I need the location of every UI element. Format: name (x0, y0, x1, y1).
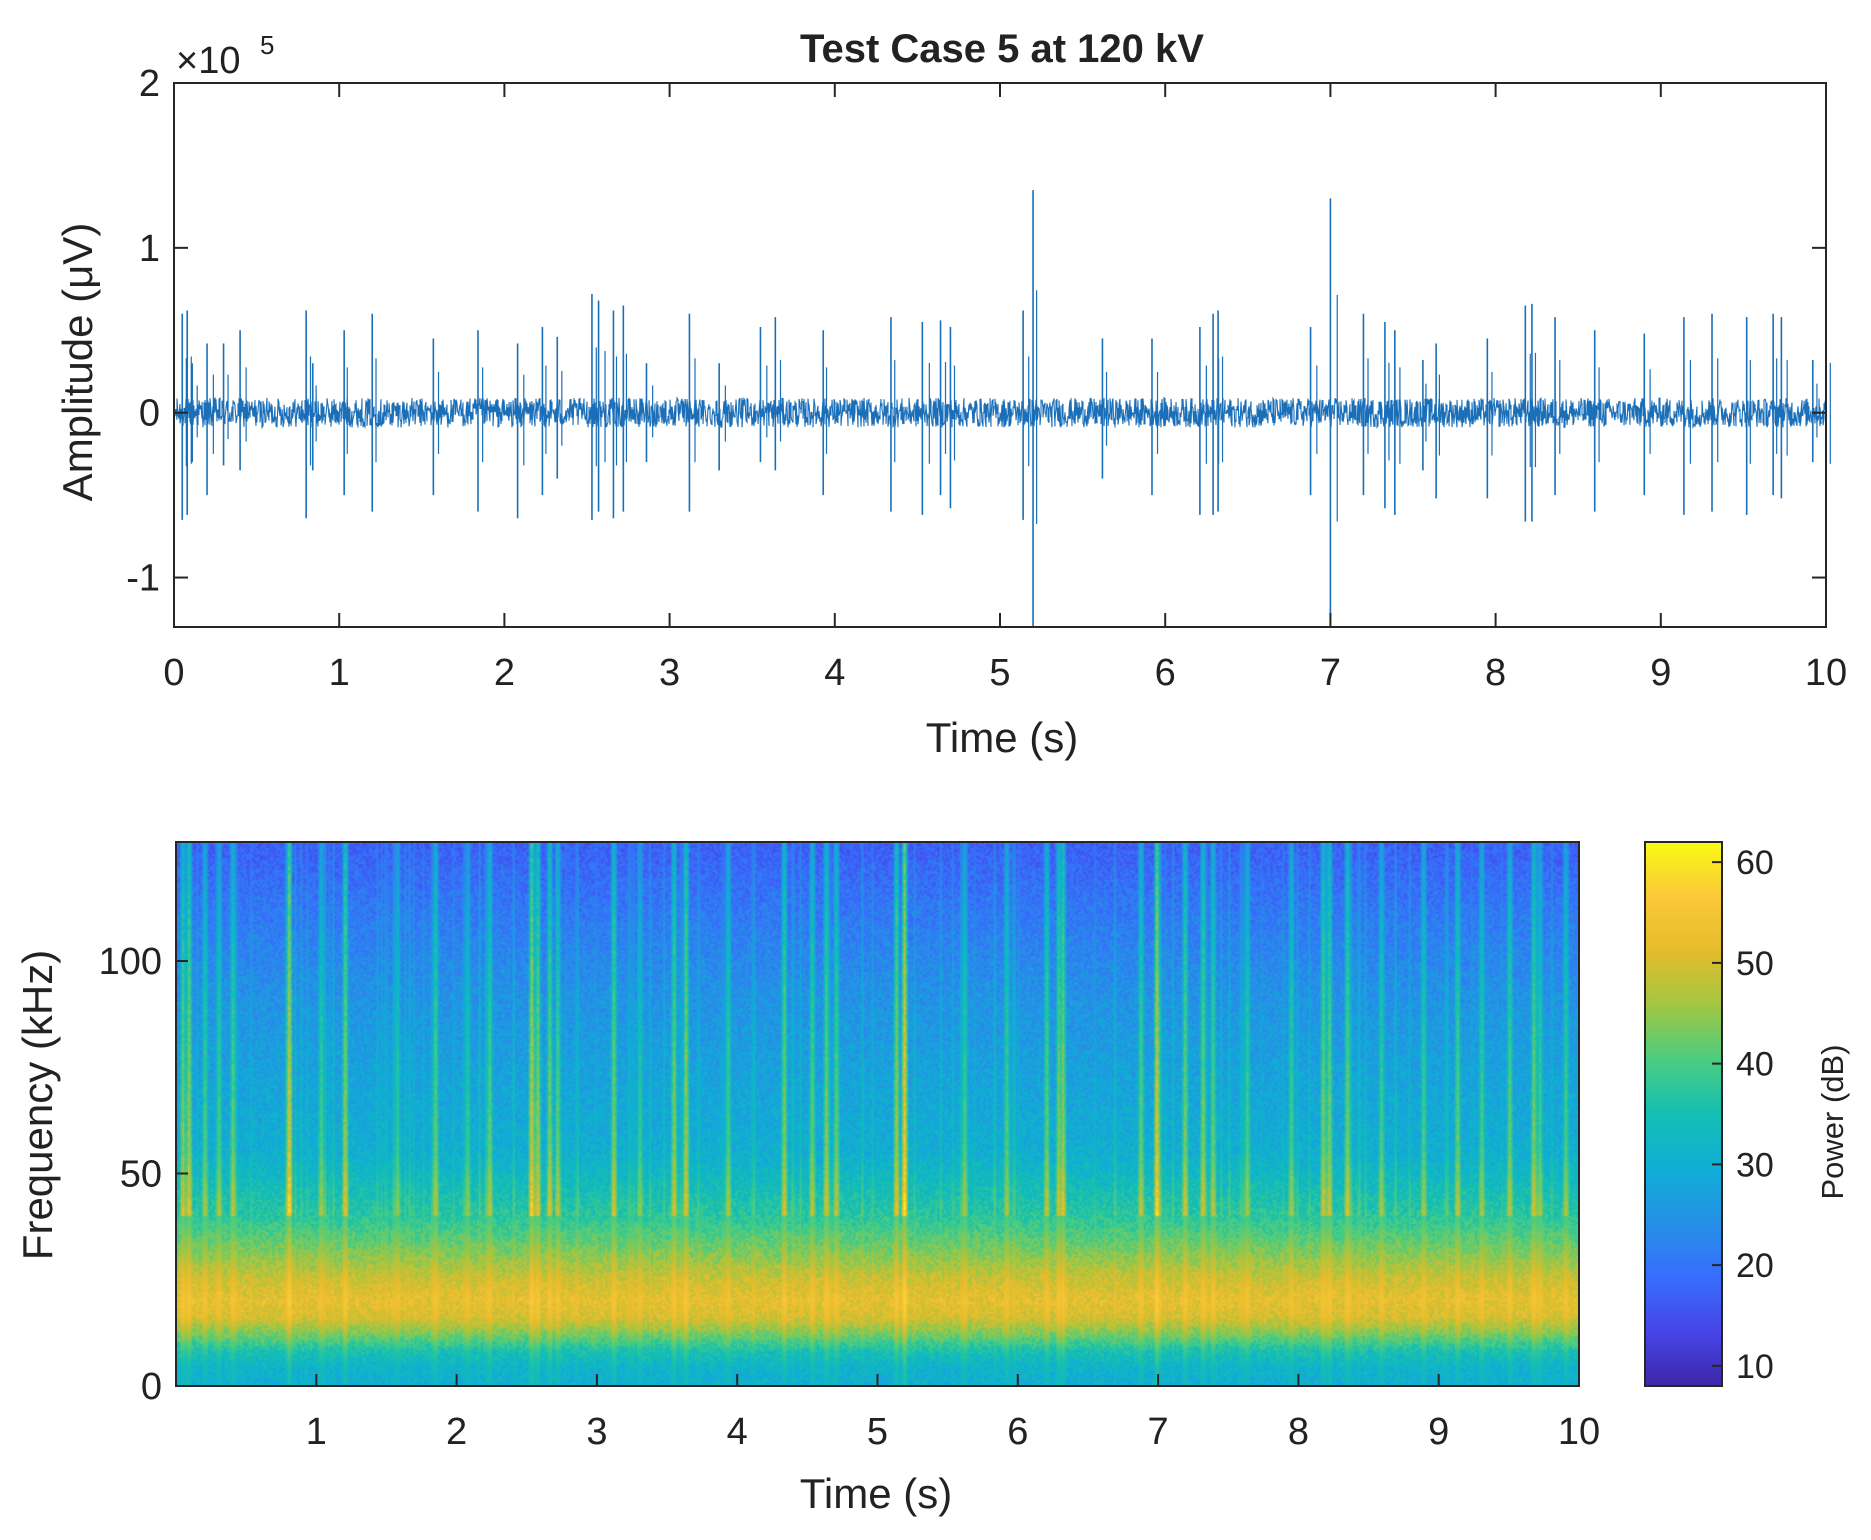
signal-spikes (181, 190, 1831, 627)
amplitude-y-tick-label: -1 (126, 558, 160, 600)
spectrogram-x-tick-label: 10 (1558, 1411, 1600, 1453)
colorbar-tick-label: 30 (1736, 1146, 1774, 1184)
colorbar-tick-label: 20 (1736, 1247, 1774, 1285)
amplitude-x-tick-label: 5 (989, 652, 1010, 694)
colorbar-label: Power (dB) (1815, 1044, 1850, 1199)
spectrogram-y-tick-label: 50 (120, 1154, 162, 1196)
spectrogram-x-tick-label: 5 (867, 1411, 888, 1453)
spectrogram-y-axis-label: Frequency (kHz) (14, 950, 61, 1260)
spectrogram-x-tick-label: 8 (1288, 1411, 1309, 1453)
amplitude-x-axis-label: Time (s) (926, 714, 1078, 761)
spectrogram-x-axis-label: Time (s) (800, 1470, 952, 1517)
signal-baseline-noise (173, 396, 1827, 430)
spectrogram-x-tick-label: 2 (446, 1411, 467, 1453)
colorbar-ticks: 10 20 30 40 50 60 (1712, 844, 1774, 1386)
amplitude-x-tick-label: 10 (1805, 652, 1847, 694)
y-exponent-power: 5 (260, 30, 274, 60)
amplitude-y-axis-label: Amplitude (μV) (54, 223, 101, 502)
amplitude-ticks: 0 1 2 3 4 5 6 7 8 9 10 -1 0 1 2 (126, 63, 1847, 694)
amplitude-x-tick-label: 3 (659, 652, 680, 694)
colorbar-tick-label: 60 (1736, 844, 1774, 882)
amplitude-plot-area: 0 1 2 3 4 5 6 7 8 9 10 -1 0 1 2 (126, 63, 1847, 694)
spectrogram-y-tick-label: 100 (99, 941, 162, 983)
amplitude-y-tick-label: 1 (139, 228, 160, 270)
spectrogram-heatmap (176, 842, 1579, 1386)
colorbar-gradient (1645, 842, 1722, 1386)
amplitude-y-tick-label: 0 (139, 393, 160, 435)
amplitude-x-tick-label: 8 (1485, 652, 1506, 694)
amplitude-x-tick-label: 2 (494, 652, 515, 694)
amplitude-chart: Test Case 5 at 120 kV 0 1 2 3 4 5 6 7 8 9 10-1012 … (54, 27, 1847, 761)
amplitude-x-tick-label: 6 (1155, 652, 1176, 694)
colorbar-tick-label: 40 (1736, 1046, 1774, 1084)
amplitude-y-tick-label: 2 (139, 63, 160, 105)
spectrogram-x-tick-label: 4 (727, 1411, 748, 1453)
colorbar-tick-label: 10 (1736, 1348, 1774, 1386)
chart-title: Test Case 5 at 120 kV (800, 27, 1204, 71)
colorbar: 10 20 30 40 50 60 Power (dB) (1644, 841, 1850, 1387)
colorbar-frame (1644, 841, 1723, 1387)
spectrogram-x-tick-label: 9 (1428, 1411, 1449, 1453)
y-exponent-label: ×10 5 (176, 30, 274, 82)
spectrogram-x-tick-label: 7 (1148, 1411, 1169, 1453)
spectrogram-x-tick-label: 3 (586, 1411, 607, 1453)
y-exponent-base: ×10 (176, 40, 240, 82)
spectrogram-x-tick-label: 1 (306, 1411, 327, 1453)
signal-trace (173, 190, 1831, 627)
colorbar-tick-label: 50 (1736, 945, 1774, 983)
spectrogram-x-tick-label: 6 (1007, 1411, 1028, 1453)
amplitude-x-tick-label: 1 (329, 652, 350, 694)
amplitude-x-tick-label: 7 (1320, 652, 1341, 694)
spectrogram-y-tick-label: 0 (141, 1366, 162, 1408)
amplitude-x-tick-label: 0 (163, 652, 184, 694)
amplitude-x-tick-label: 9 (1650, 652, 1671, 694)
amplitude-x-tick-label: 4 (824, 652, 845, 694)
